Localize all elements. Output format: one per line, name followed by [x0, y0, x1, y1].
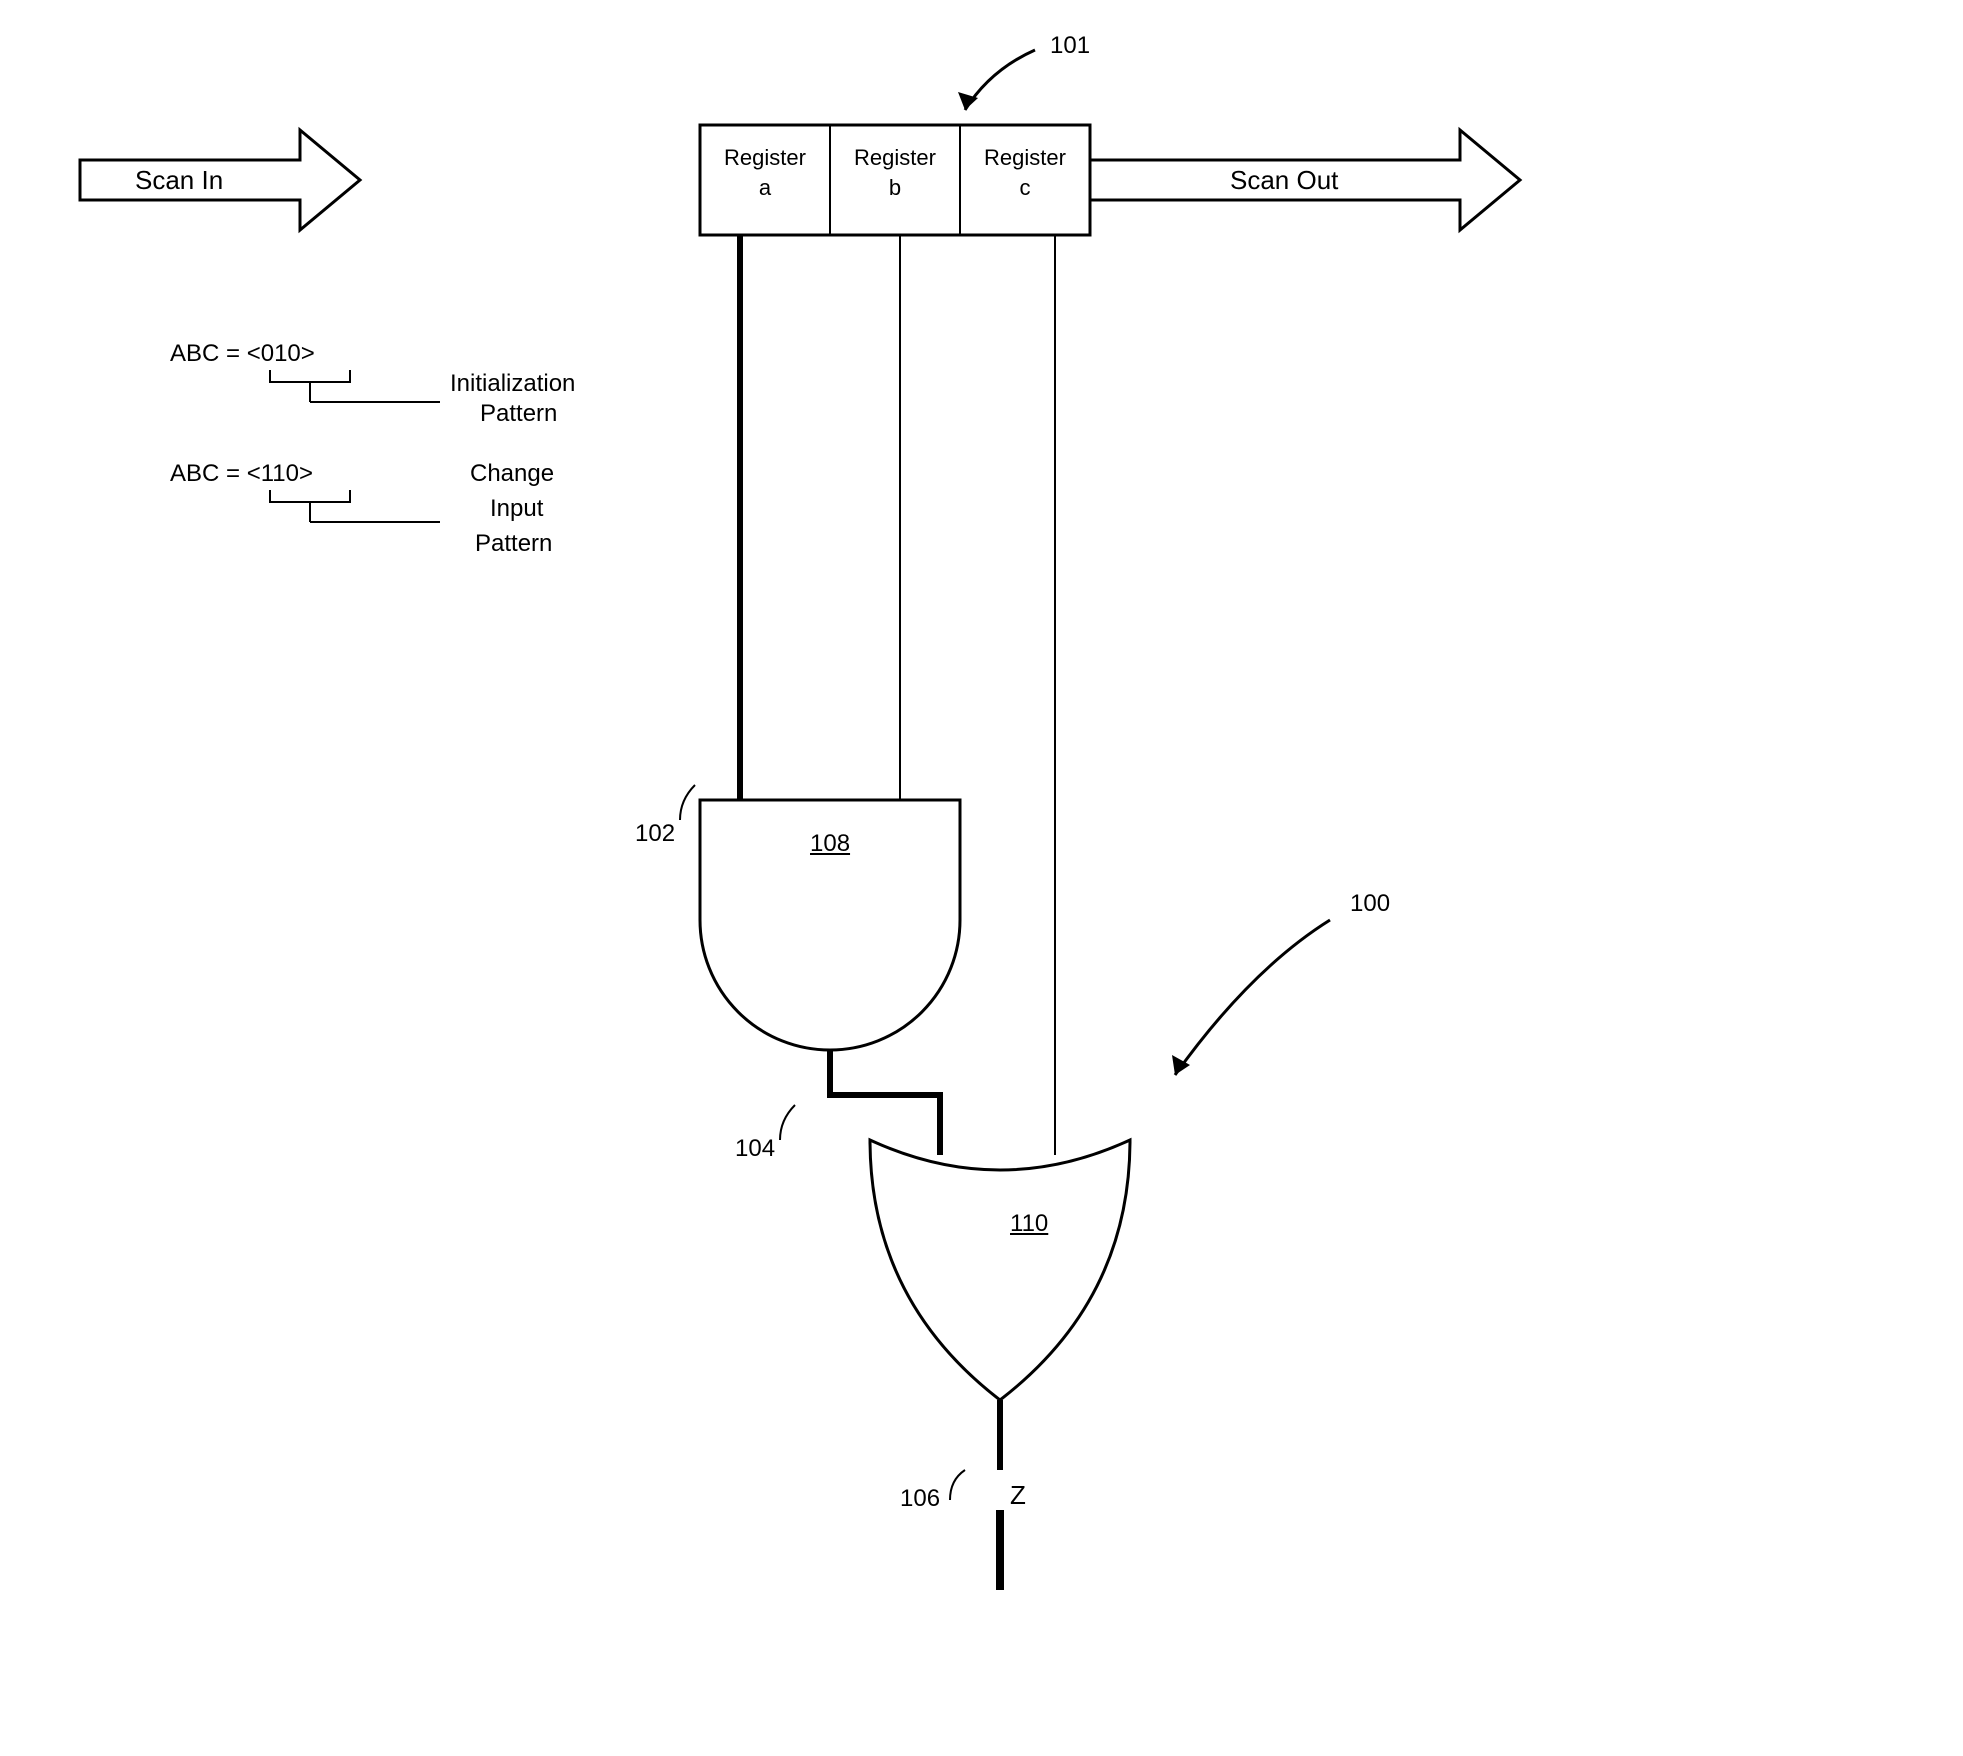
ref-106: 106 [900, 1485, 940, 1513]
wire-and-to-or [830, 1050, 940, 1155]
ref-100-pointer [1172, 920, 1330, 1075]
ref-101-pointer [958, 50, 1035, 110]
ref-104-hook [780, 1105, 795, 1140]
or-gate-id: 110 [1010, 1210, 1048, 1238]
init-pattern-label2: Pattern [480, 400, 557, 428]
ref-104: 104 [735, 1135, 775, 1163]
change-pattern-label1: Change [470, 460, 554, 488]
register-a-line2: a [720, 175, 810, 201]
ref-100: 100 [1350, 890, 1390, 918]
init-pattern-prefix: ABC = <010> [170, 340, 315, 368]
and-gate-id: 108 [810, 830, 850, 858]
or-gate [870, 1140, 1130, 1400]
scan-out-label: Scan Out [1230, 165, 1338, 196]
change-pattern-bracket [270, 490, 440, 522]
output-z-label: Z [1010, 1480, 1026, 1511]
register-b-line1: Register [850, 145, 940, 171]
init-pattern-bracket [270, 370, 440, 402]
ref-102: 102 [635, 820, 675, 848]
register-b-line2: b [850, 175, 940, 201]
register-c-line1: Register [980, 145, 1070, 171]
ref-106-hook [950, 1470, 965, 1500]
change-pattern-label2: Input [490, 495, 543, 523]
ref-101: 101 [1050, 32, 1090, 60]
change-pattern-label3: Pattern [475, 530, 552, 558]
init-pattern-label1: Initialization [450, 370, 575, 398]
register-c-line2: c [980, 175, 1070, 201]
diagram-canvas [0, 0, 1963, 1756]
scan-in-label: Scan In [135, 165, 223, 196]
change-pattern-prefix: ABC = <110> [170, 460, 313, 488]
register-a-line1: Register [720, 145, 810, 171]
ref-102-hook [680, 785, 695, 820]
